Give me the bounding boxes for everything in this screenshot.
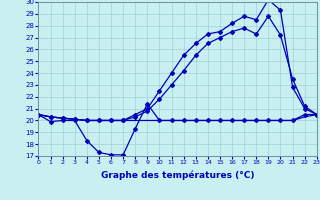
X-axis label: Graphe des températures (°C): Graphe des températures (°C)	[101, 171, 254, 180]
